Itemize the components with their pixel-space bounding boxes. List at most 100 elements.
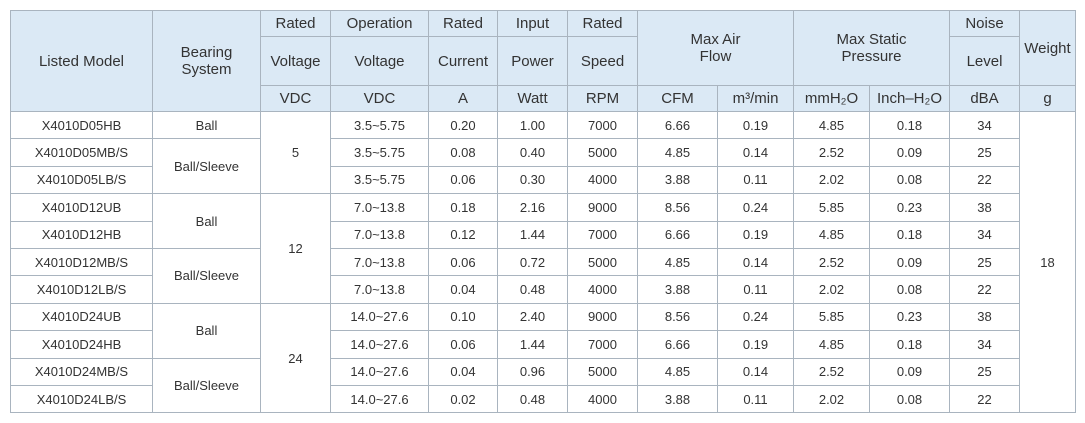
table-row: X4010D05MB/S Ball/Sleeve 3.5~5.75 0.08 0.40 5… [10,138,1076,195]
header-cell: Max Air Flow [637,10,794,86]
model-cell: X4010D12UB [10,193,153,222]
value-cell: 0.19 [717,220,794,249]
header-cell: Operation [330,10,429,37]
model-cell: X4010D05MB/S [10,138,153,167]
value-cell: 0.04 [428,275,498,304]
header-cell: Bearing System [152,10,261,112]
table-row: X4010D12MB/S Ball/Sleeve 7.0~13.8 0.06 0.72 5… [10,247,1076,304]
value-cell: 0.18 [869,220,950,249]
unit-cell: VDC [260,85,331,112]
value-cell: 0.09 [869,357,950,386]
value-cell: 0.14 [717,138,794,167]
header-cell: Weight [1019,10,1076,86]
value-cell: 7.0~13.8 [330,247,429,277]
value-cell: 22 [949,275,1020,304]
table-row: X4010D24UB Ball 24 14.0~27.6 0.10 2.40 9000 8.5… [10,302,1076,414]
value-cell: 0.06 [428,330,498,359]
value-cell: 3.88 [637,275,718,304]
unit-cell: A [428,85,498,112]
value-cell: 25 [949,247,1020,277]
value-cell: 3.88 [637,384,718,414]
value-cell: 0.11 [717,165,794,195]
value-cell: 34 [949,110,1020,140]
value-cell: 0.12 [428,220,498,249]
value-cell: 5.85 [793,193,870,222]
bearing-cell: Ball/Sleeve [152,138,261,195]
value-cell: 7000 [567,220,638,249]
unit-cell: Inch–H₂O [869,85,950,112]
model-cell: X4010D24MB/S [10,357,153,386]
value-cell: 0.08 [428,138,498,167]
value-cell: 8.56 [637,302,718,332]
value-cell: 0.18 [428,193,498,222]
bearing-cell: Ball [152,193,261,249]
unit-cell: Watt [497,85,568,112]
header-cell: Level [949,36,1020,86]
value-cell: 38 [949,193,1020,222]
voltage-cell: 12 [260,193,331,304]
unit-cell: mmH₂O [793,85,870,112]
unit-cell: g [1019,85,1076,112]
bearing-cell: Ball/Sleeve [152,247,261,304]
bearing-cell: Ball [152,110,261,140]
bearing-cell: Ball/Sleeve [152,357,261,414]
value-cell: 7000 [567,330,638,359]
value-cell: 3.88 [637,165,718,195]
bearing-cell: Ball [152,302,261,359]
value-cell: 22 [949,384,1020,414]
value-cell: 0.18 [869,110,950,140]
value-cell: 2.40 [497,302,568,332]
value-cell: 9000 [567,302,638,332]
value-cell: 0.06 [428,165,498,195]
table-row: X4010D12HB 7.0~13.8 0.12 1.44 7000 6.66 0.19 4.… [10,220,1076,249]
value-cell: 0.08 [869,384,950,414]
model-cell: X4010D12LB/S [10,275,153,304]
value-cell: 0.18 [869,330,950,359]
voltage-cell: 24 [260,302,331,414]
unit-cell: RPM [567,85,638,112]
header-cell: Max Static Pressure [793,10,950,86]
value-cell: 0.40 [497,138,568,167]
unit-cell: m³/min [717,85,794,112]
model-cell: X4010D12MB/S [10,247,153,277]
header-cell: Voltage [330,36,429,86]
value-cell: 0.23 [869,193,950,222]
value-cell: 7.0~13.8 [330,220,429,249]
table-row: X4010D12LB/S 7.0~13.8 0.04 0.48 4000 3.88 0.11… [10,275,1076,304]
value-cell: 8.56 [637,193,718,222]
value-cell: 0.48 [497,384,568,414]
value-cell: 6.66 [637,330,718,359]
value-cell: 4.85 [793,220,870,249]
value-cell: 0.14 [717,247,794,277]
value-cell: 0.08 [869,165,950,195]
value-cell: 5000 [567,138,638,167]
model-cell: X4010D12HB [10,220,153,249]
value-cell: 0.30 [497,165,568,195]
header-text: Max Air Flow [690,31,741,65]
table-row: X4010D24MB/S Ball/Sleeve 14.0~27.6 0.04 0.96… [10,357,1076,414]
header-text: Max Static Pressure [836,31,907,65]
header-cell: Voltage [260,36,331,86]
value-cell: 0.04 [428,357,498,386]
value-cell: 0.11 [717,275,794,304]
value-cell: 4.85 [637,247,718,277]
value-cell: 0.08 [869,275,950,304]
value-cell: 6.66 [637,110,718,140]
value-cell: 0.11 [717,384,794,414]
value-cell: 0.09 [869,138,950,167]
value-cell: 0.02 [428,384,498,414]
unit-cell: CFM [637,85,718,112]
value-cell: 0.48 [497,275,568,304]
value-cell: 0.19 [717,330,794,359]
value-cell: 2.02 [793,275,870,304]
value-cell: 4000 [567,275,638,304]
value-cell: 3.5~5.75 [330,165,429,195]
model-cell: X4010D24HB [10,330,153,359]
value-cell: 14.0~27.6 [330,302,429,332]
value-cell: 2.52 [793,138,870,167]
value-cell: 1.44 [497,220,568,249]
unit-cell: dBA [949,85,1020,112]
header-cell: Listed Model [10,10,153,112]
table-body: X4010D05HB Ball 5 3.5~5.75 0.20 1.00 7000 6.66 0… [10,110,1076,414]
value-cell: 0.23 [869,302,950,332]
